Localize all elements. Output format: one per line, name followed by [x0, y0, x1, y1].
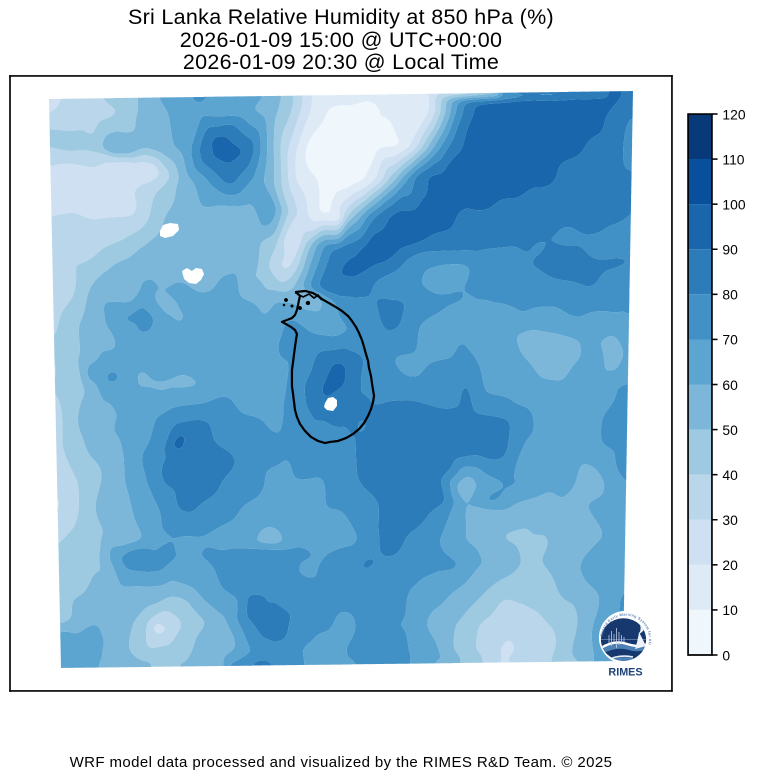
- svg-text:40: 40: [722, 467, 738, 483]
- svg-text:30: 30: [722, 512, 738, 528]
- svg-text:50: 50: [722, 422, 738, 438]
- svg-text:120: 120: [722, 106, 745, 122]
- svg-text:90: 90: [722, 242, 738, 258]
- svg-text:100: 100: [722, 196, 745, 212]
- svg-text:10: 10: [722, 602, 738, 618]
- svg-text:110: 110: [722, 151, 744, 167]
- svg-text:20: 20: [722, 557, 738, 573]
- svg-text:0: 0: [722, 647, 730, 663]
- svg-text:60: 60: [722, 377, 738, 393]
- svg-text:70: 70: [722, 332, 738, 348]
- svg-text:RIMES: RIMES: [608, 667, 642, 679]
- svg-text:80: 80: [722, 287, 738, 303]
